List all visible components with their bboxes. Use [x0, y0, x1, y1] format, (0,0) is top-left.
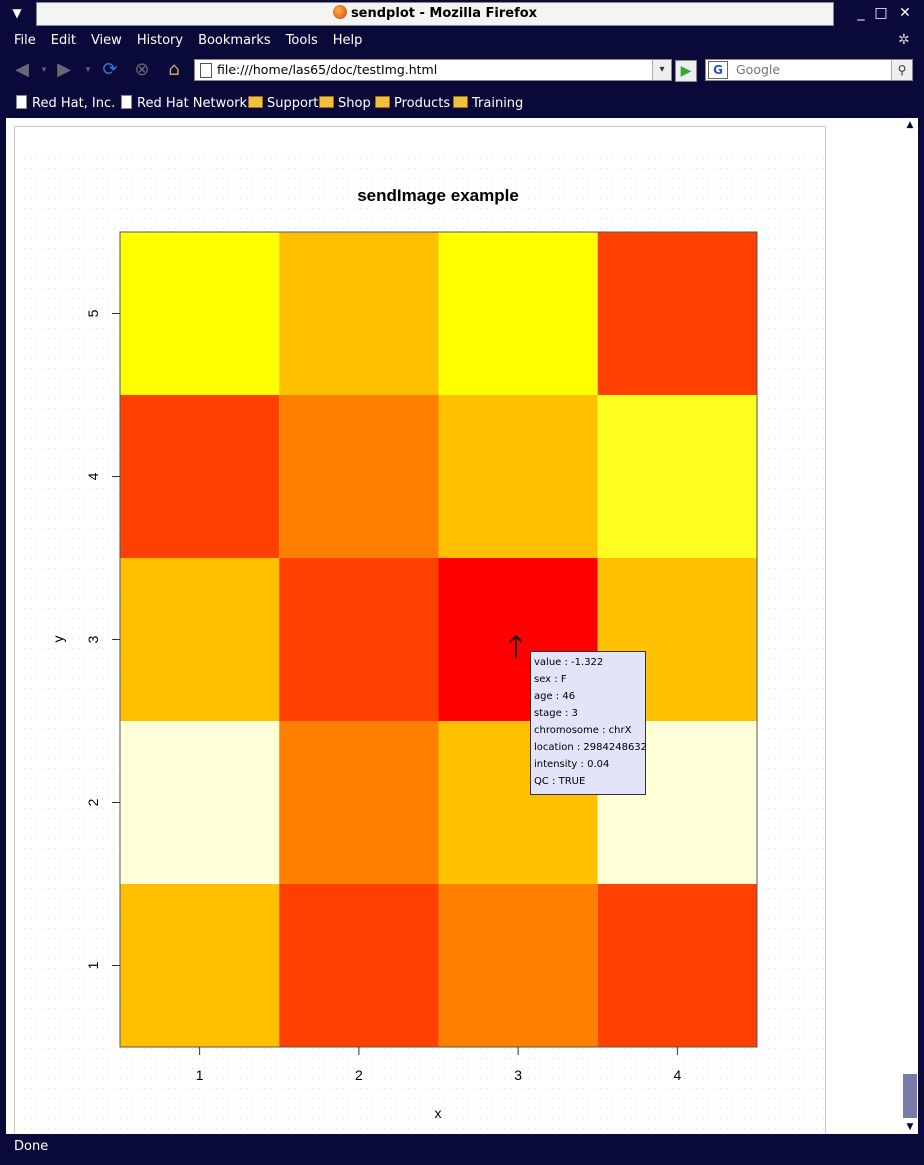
bookmark-training[interactable]: Training	[453, 95, 523, 113]
bookmark-label: Red Hat, Inc.	[32, 96, 116, 111]
reload-icon[interactable]: ⟳	[102, 59, 118, 80]
bookmark-label: Support	[267, 96, 319, 111]
heatmap-cell[interactable]	[597, 884, 757, 1047]
heatmap-cell[interactable]	[438, 395, 598, 558]
heatmap-cell[interactable]	[279, 395, 439, 558]
heatmap-cell[interactable]	[120, 232, 280, 395]
folder-icon	[375, 96, 390, 108]
tooltip-value: value : -1.322	[534, 657, 604, 668]
heatmap-cell[interactable]	[597, 232, 757, 395]
bookmark-red-hat-inc[interactable]: Red Hat, Inc.	[16, 95, 115, 113]
bookmark-shop[interactable]: Shop	[319, 95, 371, 113]
search-bar: G ⚲	[705, 59, 913, 81]
bookmarks-toolbar: Red Hat, Inc. Red Hat Network Support Sh…	[6, 92, 918, 116]
window-titlebar: ▼ sendplot - Mozilla Firefox _ □ ✕	[0, 0, 924, 28]
search-input[interactable]	[736, 62, 876, 77]
heatmap-cell[interactable]	[120, 884, 280, 1047]
menu-bookmarks[interactable]: Bookmarks	[198, 33, 271, 48]
bookmark-red-hat-network[interactable]: Red Hat Network	[121, 95, 247, 113]
url-input[interactable]	[217, 61, 647, 77]
heatmap-cell[interactable]	[279, 232, 439, 395]
status-text: Done	[14, 1139, 49, 1154]
bookmark-label: Training	[472, 96, 524, 111]
back-icon[interactable]: ◀	[15, 59, 29, 80]
menu-tools[interactable]: Tools	[285, 33, 318, 48]
scrollbar-thumb[interactable]	[903, 1074, 917, 1118]
bookmark-support[interactable]: Support	[248, 95, 318, 113]
data-tooltip: value : -1.322 sex : F age : 46 stage : …	[530, 651, 648, 795]
y-tick-label: 2	[85, 798, 101, 806]
menu-view[interactable]: View	[90, 33, 122, 48]
url-dropdown-icon[interactable]: ▾	[652, 60, 671, 80]
menu-help[interactable]: Help	[332, 33, 363, 48]
bookmark-label: Products	[394, 96, 451, 111]
back-dropdown-icon[interactable]: ▾	[41, 65, 47, 75]
tooltip-age: age : 46	[534, 691, 576, 702]
heatmap-cell[interactable]	[438, 884, 598, 1047]
menu-edit[interactable]: Edit	[50, 33, 76, 48]
window-title-area: sendplot - Mozilla Firefox	[36, 2, 834, 26]
search-icon[interactable]: ⚲	[891, 60, 912, 80]
heatmap-cell[interactable]	[279, 884, 439, 1047]
y-tick-label: 3	[85, 635, 101, 643]
maximize-button[interactable]: □	[874, 5, 888, 21]
stop-icon[interactable]: ⊗	[134, 59, 150, 80]
vertical-scrollbar[interactable]: ▲ ▼	[902, 118, 918, 1134]
folder-icon	[248, 96, 263, 108]
bookmark-products[interactable]: Products	[375, 95, 450, 113]
firefox-icon	[332, 5, 347, 19]
tooltip-qc: QC : TRUE	[534, 776, 586, 787]
page-icon	[121, 95, 132, 109]
search-engine-icon[interactable]: G	[708, 61, 728, 79]
home-icon[interactable]: ⌂	[168, 59, 180, 80]
bookmark-label: Shop	[338, 96, 371, 111]
go-button[interactable]: ▶	[675, 60, 697, 82]
x-tick-label: 2	[355, 1067, 363, 1083]
menu-bar: File Edit View History Bookmarks Tools Help ✲	[6, 30, 918, 52]
heatmap-cell[interactable]	[597, 395, 757, 558]
heatmap-cell[interactable]	[120, 395, 280, 558]
heatmap-plot: sendImage example 1 2 3 4 1 2 3 4 5 x y	[20, 158, 826, 1134]
scroll-down-icon[interactable]: ▼	[906, 1122, 914, 1132]
status-bar: Done	[6, 1136, 918, 1158]
tooltip-chromosome: chromosome : chrX	[534, 725, 632, 736]
tooltip-stage: stage : 3	[534, 708, 578, 719]
x-axis-label: x	[435, 1105, 442, 1121]
x-tick-label: 1	[196, 1067, 204, 1083]
folder-icon	[319, 96, 334, 108]
x-tick-label: 3	[514, 1067, 522, 1083]
y-tick-label: 5	[85, 309, 101, 317]
y-tick-label: 4	[85, 472, 101, 480]
minimize-button[interactable]: _	[857, 5, 865, 21]
mouse-cursor-icon	[509, 634, 523, 658]
window-title: sendplot - Mozilla Firefox	[350, 6, 538, 21]
page-icon	[200, 63, 212, 78]
x-tick-label: 4	[673, 1067, 681, 1083]
tooltip-location: location : 2984248632	[534, 742, 648, 753]
heatmap-cell[interactable]	[120, 558, 280, 721]
close-button[interactable]: ✕	[899, 5, 911, 21]
url-bar: ▾	[194, 59, 672, 81]
page-icon	[16, 95, 27, 109]
y-tick-label: 1	[85, 961, 101, 969]
heatmap-cell[interactable]	[279, 558, 439, 721]
window-menu-button[interactable]: ▼	[12, 6, 22, 20]
heatmap-cell[interactable]	[438, 232, 598, 395]
chart-title: sendImage example	[357, 186, 519, 205]
tooltip-sex: sex : F	[534, 674, 567, 685]
menu-file[interactable]: File	[14, 33, 36, 48]
folder-icon	[453, 96, 468, 108]
page-content: sendImage example 1 2 3 4 1 2 3 4 5 x y value :…	[6, 118, 902, 1134]
heatmap-cell[interactable]	[279, 721, 439, 884]
heatmap-cell[interactable]	[120, 721, 280, 884]
bookmark-label: Red Hat Network	[137, 96, 248, 111]
forward-icon[interactable]: ▶	[57, 59, 71, 80]
y-axis-label: y	[50, 636, 66, 643]
throbber-icon: ✲	[898, 32, 910, 48]
menu-history[interactable]: History	[136, 33, 184, 48]
navigation-toolbar: ◀ ▾ ▶ ▾ ⟳ ⊗ ⌂ ▾ ▶ G ⚲	[6, 56, 918, 86]
tooltip-intensity: intensity : 0.04	[534, 759, 610, 770]
scroll-up-icon[interactable]: ▲	[906, 120, 914, 130]
forward-dropdown-icon[interactable]: ▾	[85, 65, 91, 75]
